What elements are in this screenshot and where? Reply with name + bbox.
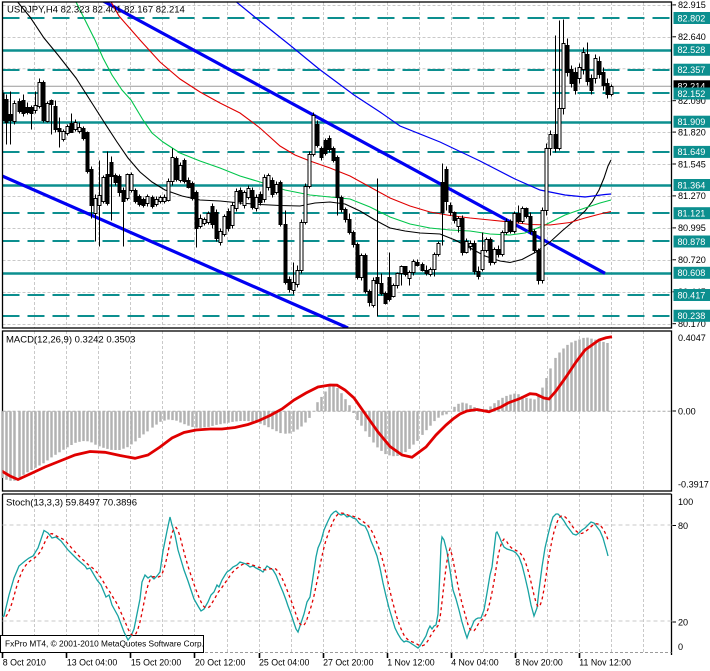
svg-text:80.238: 80.238 — [678, 311, 706, 321]
svg-text:FxPro MT4, © 2001-2010 MetaQuo: FxPro MT4, © 2001-2010 MetaQuotes Softwa… — [5, 639, 204, 649]
svg-text:81.820: 81.820 — [678, 127, 706, 137]
svg-text:MACD(12,26,9) 0.3242 0.3503: MACD(12,26,9) 0.3242 0.3503 — [6, 335, 135, 346]
svg-text:80.995: 80.995 — [678, 223, 706, 233]
svg-text:81.270: 81.270 — [678, 191, 706, 201]
svg-text:20 Oct 12:00: 20 Oct 12:00 — [195, 658, 245, 668]
svg-text:82.528: 82.528 — [678, 45, 706, 55]
svg-text:80.170: 80.170 — [678, 319, 706, 329]
svg-text:80: 80 — [678, 521, 688, 531]
svg-text:80.878: 80.878 — [678, 237, 706, 247]
svg-text:15 Oct 20:00: 15 Oct 20:00 — [131, 658, 181, 668]
svg-text:82.152: 82.152 — [678, 89, 706, 99]
svg-text:82.640: 82.640 — [678, 32, 706, 42]
svg-text:27 Oct 20:00: 27 Oct 20:00 — [323, 658, 373, 668]
svg-text:81.121: 81.121 — [678, 209, 706, 219]
svg-text:Stoch(13,3,3) 59.8497 70.3896: Stoch(13,3,3) 59.8497 70.3896 — [6, 498, 137, 509]
svg-text:82.802: 82.802 — [678, 13, 706, 23]
svg-text:11 Nov 12:00: 11 Nov 12:00 — [579, 658, 631, 668]
svg-text:81.909: 81.909 — [678, 117, 706, 127]
svg-text:25 Oct 04:00: 25 Oct 04:00 — [259, 658, 309, 668]
svg-text:82.214: 82.214 — [678, 82, 706, 92]
svg-text:82.090: 82.090 — [678, 96, 706, 106]
svg-text:81.545: 81.545 — [678, 159, 706, 169]
svg-text:0: 0 — [678, 642, 683, 652]
svg-text:8 Nov 20:00: 8 Nov 20:00 — [515, 658, 563, 668]
svg-text:100: 100 — [678, 497, 693, 507]
svg-text:13 Oct 04:00: 13 Oct 04:00 — [67, 658, 117, 668]
svg-text:82.357: 82.357 — [678, 65, 706, 75]
svg-text:80.720: 80.720 — [678, 255, 706, 265]
svg-text:4 Nov 04:00: 4 Nov 04:00 — [451, 658, 499, 668]
svg-text:80.608: 80.608 — [678, 268, 706, 278]
svg-text:0.4047: 0.4047 — [678, 333, 706, 343]
svg-text:8 Oct 2010: 8 Oct 2010 — [3, 658, 46, 668]
svg-text:1 Nov 12:00: 1 Nov 12:00 — [387, 658, 435, 668]
svg-text:81.364: 81.364 — [678, 180, 706, 190]
svg-text:-0.3917: -0.3917 — [678, 479, 709, 489]
svg-text:81.649: 81.649 — [678, 147, 706, 157]
svg-text:82.915: 82.915 — [678, 0, 706, 10]
svg-text:0.00: 0.00 — [678, 406, 696, 416]
svg-text:80.417: 80.417 — [678, 290, 706, 300]
svg-text:USDJPY,H4 82.323 82.401 82.16: USDJPY,H4 82.323 82.401 82.167 82.214 — [7, 5, 185, 16]
svg-text:20: 20 — [678, 617, 688, 627]
